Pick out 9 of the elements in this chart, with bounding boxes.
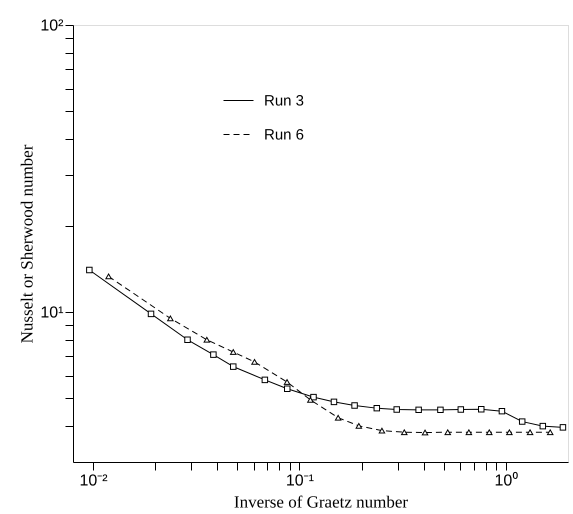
x-tick-label: 10⁻¹	[286, 472, 314, 490]
legend-label: Run 6	[264, 126, 304, 144]
y-tick-label: 10²	[40, 18, 64, 34]
y-tick-label: 10¹	[40, 304, 64, 322]
y-axis-title: Nusselt or Sherwood number	[17, 144, 36, 344]
legend-label: Run 3	[264, 92, 304, 110]
x-tick-label: 10⁻²	[79, 472, 108, 490]
x-axis-title: Inverse of Graetz number	[234, 492, 408, 512]
x-tick-label: 10⁰	[494, 472, 518, 490]
